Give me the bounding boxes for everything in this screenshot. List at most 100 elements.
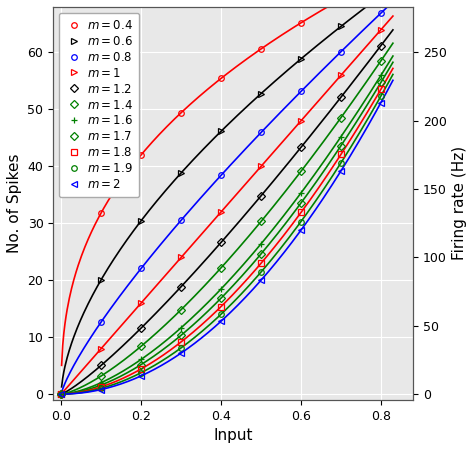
$m=2$ [138,373,144,378]
$m=0.4$ [138,152,144,158]
$m=1.9$ [298,219,304,224]
$m=0.4$ [178,110,184,115]
$m=1$ [98,346,104,351]
$m=1.8$ [378,86,384,92]
$m=1$ [298,118,304,123]
$m=1.2$ [338,94,344,100]
$m=1.4$ [298,169,304,174]
$m=1.8$ [218,304,224,309]
$m=1.9$ [178,345,184,351]
$m=1.9$ [58,392,64,397]
$m=1.6$ [58,392,64,397]
$m=1.2$ [258,193,264,198]
$m=0.6$ [298,56,304,62]
$m=1.8$ [338,152,344,157]
$m=1.2$ [58,392,64,397]
$m=1.6$ [338,134,344,140]
$m=0.8$ [178,217,184,223]
Line: $m=1.7$: $m=1.7$ [58,80,384,397]
Line: $m=1.2$: $m=1.2$ [58,43,384,397]
$m=1.2$ [178,284,184,289]
Y-axis label: Firing rate (Hz): Firing rate (Hz) [452,146,467,261]
$m=1.8$ [178,339,184,345]
$m=1.9$ [98,386,104,391]
Line: $m=2$: $m=2$ [58,100,384,397]
$m=0.8$ [218,172,224,178]
$m=2$ [298,227,304,233]
$m=0.4$ [218,76,224,81]
Line: $m=1$: $m=1$ [58,27,384,397]
$m=1.8$ [138,366,144,372]
$m=1.4$ [258,219,264,224]
$m=2$ [58,392,64,397]
$m=1.9$ [258,270,264,275]
$m=1.8$ [58,392,64,397]
$m=0.4$ [258,46,264,52]
$m=1$ [58,392,64,397]
$m=1.2$ [138,325,144,331]
$m=1.2$ [378,43,384,48]
$m=1.7$ [138,362,144,367]
$m=1.2$ [98,363,104,368]
$m=1.6$ [378,73,384,78]
Line: $m=1.6$: $m=1.6$ [58,72,384,397]
Line: $m=0.8$: $m=0.8$ [58,10,384,397]
$m=2$ [98,387,104,392]
$m=1.9$ [338,160,344,166]
$m=2$ [338,168,344,174]
$m=1.9$ [138,370,144,375]
$m=1$ [378,27,384,32]
Y-axis label: No. of Spikes: No. of Spikes [7,153,22,253]
$m=1.4$ [138,343,144,349]
$m=1.7$ [338,143,344,148]
$m=0.4$ [98,210,104,216]
$m=1.7$ [178,333,184,338]
$m=0.4$ [338,0,344,2]
$m=0.8$ [58,392,64,397]
Line: $m=1.8$: $m=1.8$ [58,86,384,397]
$m=1.9$ [218,311,224,317]
$m=1.8$ [258,261,264,266]
$m=0.8$ [298,89,304,94]
$m=0.8$ [378,10,384,16]
Line: $m=1.9$: $m=1.9$ [58,93,384,397]
$m=1$ [258,164,264,169]
Legend: $m=0.4$, $m=0.6$, $m=0.8$, $m=1$, $m=1.2$, $m=1.4$, $m=1.6$, $m=1.7$, $m=1.8$, $: $m=0.4$, $m=0.6$, $m=0.8$, $m=1$, $m=1.2… [59,13,139,197]
$m=1.4$ [218,265,224,270]
$m=0.8$ [338,49,344,54]
$m=0.8$ [258,130,264,135]
$m=0.8$ [98,319,104,324]
$m=0.6$ [218,129,224,134]
Line: $m=1.4$: $m=1.4$ [58,58,384,397]
$m=1.4$ [58,392,64,397]
$m=1.2$ [298,144,304,150]
$m=1$ [338,72,344,78]
$m=1.6$ [98,380,104,385]
$m=1.7$ [378,80,384,85]
$m=1.7$ [298,200,304,206]
$m=0.8$ [138,266,144,271]
$m=1.4$ [378,58,384,63]
$m=1.8$ [98,384,104,390]
$m=1.6$ [258,241,264,247]
$m=0.6$ [178,170,184,176]
$m=1.6$ [218,286,224,292]
$m=1.4$ [178,307,184,312]
X-axis label: Input: Input [213,428,253,443]
$m=2$ [378,100,384,105]
Line: $m=0.6$: $m=0.6$ [58,0,384,397]
$m=0.4$ [298,20,304,26]
$m=1.7$ [218,296,224,301]
$m=0.6$ [58,392,64,397]
$m=1$ [178,255,184,260]
$m=0.6$ [138,218,144,223]
$m=1.4$ [98,373,104,378]
$m=1$ [138,300,144,306]
Line: $m=0.4$: $m=0.4$ [58,0,384,397]
$m=0.6$ [338,24,344,29]
$m=1.2$ [218,240,224,245]
$m=0.4$ [58,392,64,397]
$m=2$ [258,278,264,283]
$m=1.7$ [258,251,264,256]
$m=0.6$ [98,277,104,283]
